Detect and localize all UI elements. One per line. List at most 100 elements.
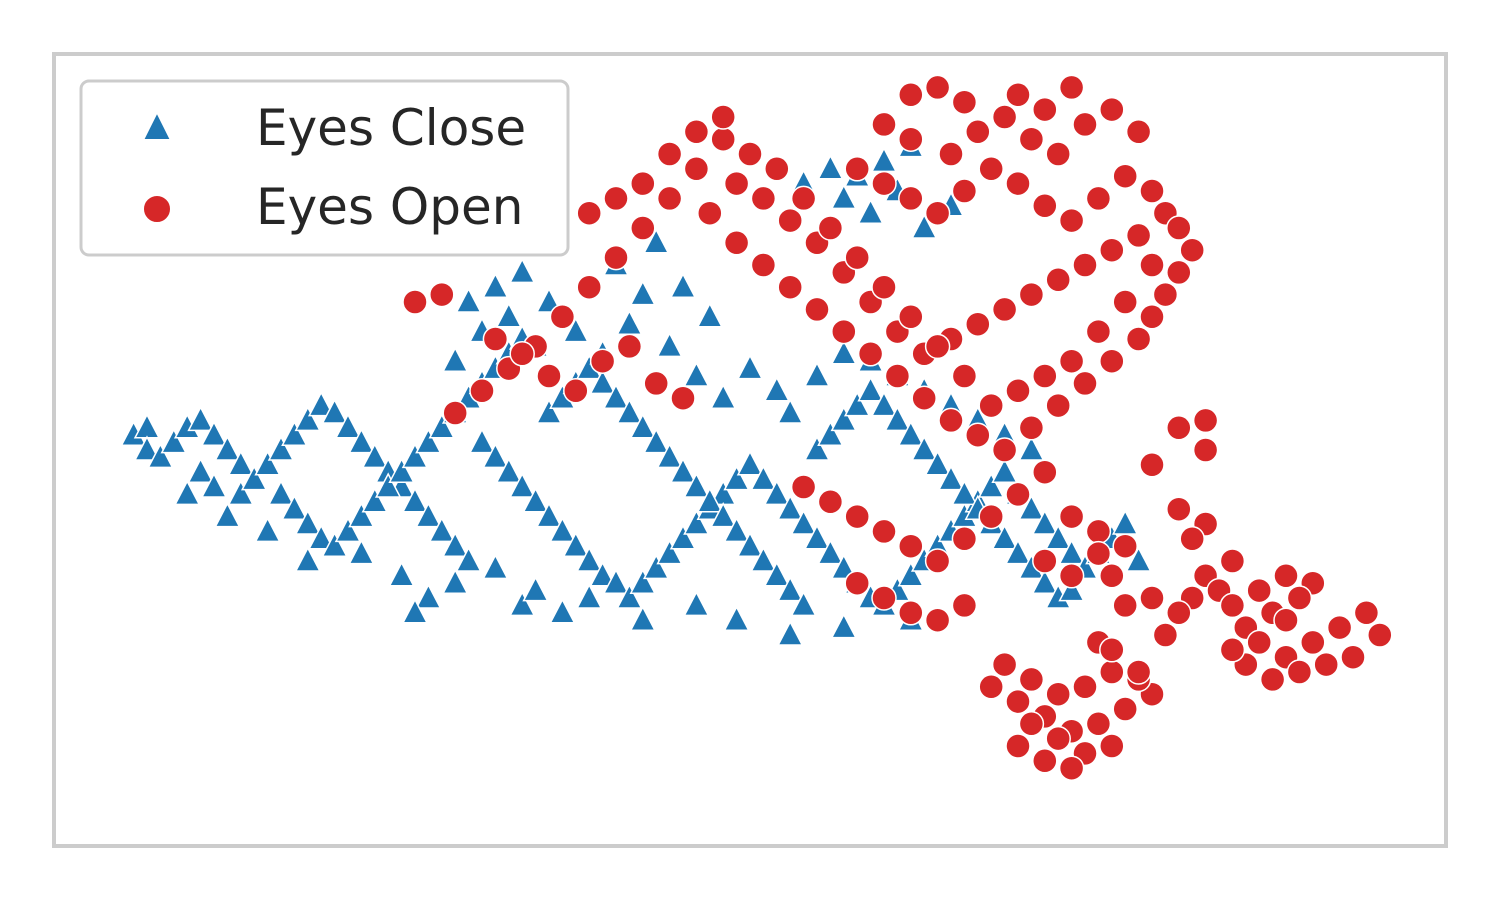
- eyes-open-point: [1099, 659, 1125, 685]
- legend-circle-marker: [142, 194, 172, 224]
- eyes-close-point: [482, 272, 509, 298]
- eyes-close-point: [656, 442, 683, 469]
- eyes-close-point: [924, 450, 951, 476]
- eyes-close-point: [723, 605, 750, 631]
- eyes-open-point: [1112, 289, 1138, 315]
- eyes-open-point: [1139, 304, 1165, 330]
- eyes-close-point: [401, 598, 429, 624]
- eyes-open-point: [710, 126, 736, 152]
- eyes-close-point: [281, 494, 308, 520]
- eyes-open-point: [817, 489, 844, 515]
- eyes-open-point: [1367, 622, 1393, 648]
- eyes-close-point: [294, 405, 322, 432]
- eyes-close-point: [897, 561, 925, 587]
- eyes-close-point: [750, 464, 777, 491]
- eyes-close-point: [589, 368, 616, 395]
- eyes-close-point: [415, 427, 442, 454]
- eyes-open-point: [1166, 259, 1192, 286]
- eyes-close-point: [348, 501, 375, 528]
- eyes-close-point: [763, 376, 791, 402]
- eyes-close-point: [562, 316, 590, 343]
- eyes-open-point: [1125, 222, 1152, 249]
- eyes-close-point: [1044, 524, 1072, 550]
- eyes-close-point: [173, 479, 201, 506]
- eyes-close-point: [348, 538, 375, 565]
- eyes-close-point: [683, 361, 710, 387]
- eyes-open-point: [697, 200, 723, 226]
- eyes-open-point: [1032, 96, 1058, 123]
- eyes-open-point: [1085, 518, 1112, 545]
- eyes-open-point: [898, 533, 924, 559]
- eyes-close-point: [830, 612, 858, 639]
- eyes-open-point: [576, 200, 602, 226]
- eyes-close-point: [602, 383, 630, 409]
- eyes-close-point: [348, 427, 375, 454]
- eyes-close-point: [629, 605, 657, 631]
- eyes-open-point: [764, 156, 790, 182]
- eyes-close-point: [468, 427, 496, 454]
- eyes-open-point: [1005, 378, 1031, 404]
- eyes-close-point: [669, 272, 697, 298]
- eyes-open-point: [1139, 585, 1165, 611]
- eyes-open-point: [1058, 74, 1085, 101]
- eyes-close-point: [977, 472, 1005, 498]
- eyes-open-point: [1058, 207, 1085, 234]
- eyes-close-point: [441, 531, 469, 557]
- eyes-close-point: [669, 524, 697, 550]
- eyes-close-point: [991, 457, 1018, 483]
- eyes-close-point: [227, 450, 255, 476]
- eyes-close-point: [267, 479, 295, 506]
- eyes-close-point: [388, 457, 415, 483]
- eyes-open-point: [871, 585, 897, 611]
- legend-label-eyes-close: Eyes Close: [256, 99, 526, 157]
- eyes-open-point: [817, 215, 844, 241]
- eyes-open-point: [898, 600, 924, 626]
- eyes-close-point: [642, 553, 670, 580]
- eyes-open-point: [1018, 281, 1045, 308]
- eyes-close-point: [294, 546, 322, 572]
- eyes-open-point: [1072, 111, 1098, 138]
- eyes-open-point: [1300, 629, 1326, 656]
- eyes-open-point: [1166, 415, 1192, 441]
- eyes-close-point: [428, 516, 456, 543]
- eyes-close-point: [200, 420, 228, 446]
- eyes-open-point: [1099, 237, 1125, 263]
- eyes-open-point: [1326, 614, 1353, 641]
- eyes-open-point: [1286, 585, 1313, 611]
- legend-triangle-marker: [141, 109, 173, 141]
- eyes-close-point: [897, 420, 925, 446]
- eyes-open-point: [965, 119, 991, 145]
- eyes-open-point: [442, 400, 468, 426]
- eyes-open-point: [898, 185, 924, 212]
- eyes-close-point: [910, 435, 938, 461]
- eyes-open-point: [630, 215, 656, 241]
- eyes-open-point: [978, 392, 1004, 419]
- eyes-open-point: [951, 178, 978, 204]
- eyes-open-point: [1192, 407, 1219, 434]
- eyes-close-point: [723, 516, 750, 543]
- eyes-open-point: [978, 156, 1004, 182]
- eyes-open-point: [1099, 96, 1125, 123]
- eyes-open-point: [1099, 563, 1125, 589]
- eyes-open-point: [871, 518, 897, 545]
- eyes-open-point: [1259, 666, 1286, 693]
- eyes-open-point: [603, 244, 629, 271]
- eyes-open-point: [630, 170, 656, 197]
- eyes-open-point: [737, 141, 763, 167]
- eyes-open-point: [911, 385, 937, 411]
- eyes-open-point: [429, 281, 455, 308]
- eyes-open-point: [951, 592, 978, 619]
- eyes-open-point: [656, 185, 683, 212]
- eyes-open-point: [1058, 348, 1085, 374]
- eyes-close-point: [763, 561, 791, 587]
- eyes-open-point: [1085, 711, 1112, 737]
- eyes-close-point: [482, 553, 509, 580]
- eyes-open-point: [616, 333, 643, 360]
- eyes-open-point: [965, 422, 991, 448]
- eyes-close-point: [763, 479, 791, 506]
- eyes-close-point: [656, 331, 683, 358]
- eyes-open-point: [1139, 452, 1165, 478]
- eyes-open-point: [924, 548, 951, 574]
- eyes-close-point: [616, 398, 643, 424]
